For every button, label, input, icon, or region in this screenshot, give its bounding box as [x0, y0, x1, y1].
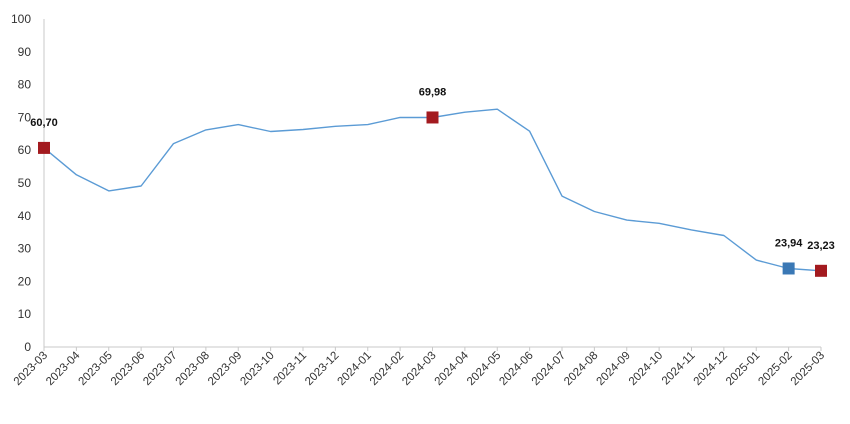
data-label: 23,23: [807, 240, 835, 252]
y-tick-label: 40: [18, 209, 32, 223]
x-tick-label: 2024-05: [465, 350, 503, 388]
x-tick-label: 2024-08: [562, 350, 600, 388]
x-tick-label: 2023-04: [44, 349, 83, 388]
x-tick-label: 2024-10: [627, 350, 665, 388]
y-tick-label: 50: [18, 176, 32, 190]
y-tick-label: 60: [18, 143, 32, 157]
x-tick-label: 2025-01: [724, 350, 762, 388]
data-point-marker: [782, 262, 795, 275]
data-label: 60,70: [30, 117, 58, 129]
x-tick-label: 2025-03: [789, 350, 827, 388]
x-tick-label: 2023-03: [12, 350, 50, 388]
x-tick-label: 2023-07: [141, 350, 179, 388]
data-point-marker: [426, 111, 439, 124]
x-tick-label: 2023-12: [303, 350, 341, 388]
data-label: 23,94: [775, 237, 803, 249]
x-tick-label: 2023-06: [109, 350, 147, 388]
y-tick-label: 10: [18, 307, 32, 321]
data-point-marker: [38, 141, 50, 154]
data-label: 69,98: [419, 86, 447, 98]
y-tick-label: 30: [18, 242, 32, 256]
x-tick-label: 2024-12: [692, 350, 730, 388]
x-tick-label: 2024-02: [368, 350, 406, 388]
x-tick-label: 2025-02: [756, 350, 794, 388]
x-tick-label: 2024-01: [336, 350, 374, 388]
x-tick-label: 2023-11: [271, 350, 309, 388]
y-tick-label: 20: [18, 274, 32, 288]
x-tick-label: 2023-08: [174, 350, 212, 388]
x-tick-label: 2024-09: [595, 350, 633, 388]
x-tick-label: 2024-04: [433, 349, 472, 388]
data-point-marker: [815, 264, 827, 277]
y-tick-label: 0: [24, 340, 31, 354]
x-tick-label: 2024-07: [530, 350, 568, 388]
x-tick-label: 2023-09: [206, 350, 244, 388]
x-tick-label: 2023-10: [238, 350, 276, 388]
x-tick-label: 2024-06: [497, 350, 535, 388]
y-tick-label: 80: [18, 78, 32, 92]
x-tick-label: 2023-05: [77, 350, 115, 388]
x-tick-label: 2024-03: [400, 350, 438, 388]
y-tick-label: 100: [11, 12, 31, 26]
y-tick-label: 70: [18, 110, 32, 124]
x-tick-label: 2024-11: [660, 350, 698, 388]
series-line: [43, 108, 822, 272]
y-tick-label: 90: [18, 45, 32, 59]
